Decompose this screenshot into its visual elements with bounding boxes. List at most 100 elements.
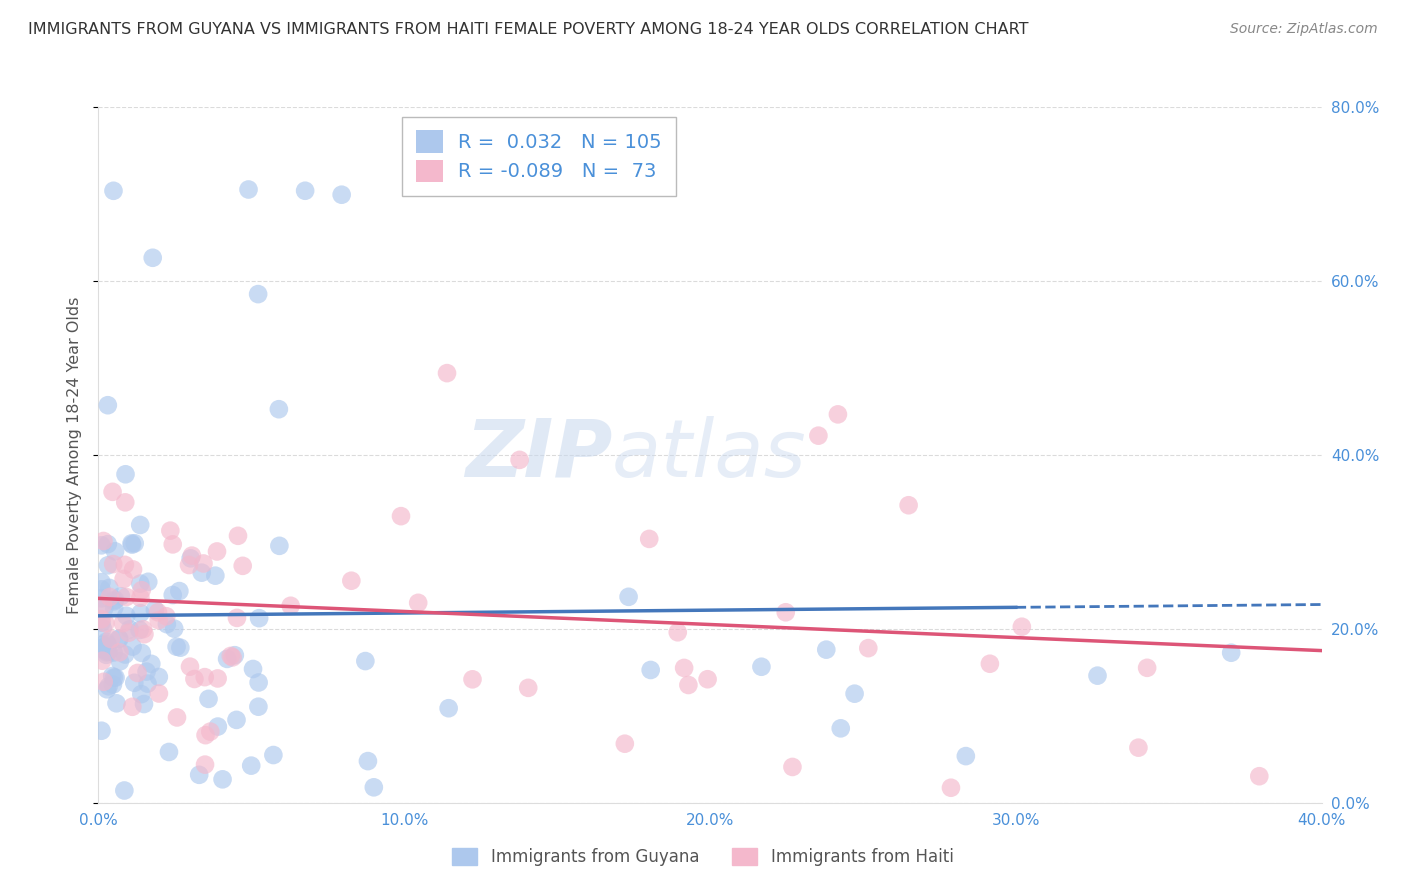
Point <box>107 632 129 646</box>
Point <box>269 539 291 553</box>
Point <box>262 747 284 762</box>
Point <box>90 615 112 630</box>
Point <box>121 699 143 714</box>
Point <box>363 780 385 795</box>
Point <box>180 551 202 566</box>
Point <box>148 613 170 627</box>
Point <box>135 665 157 679</box>
Point <box>97 537 120 551</box>
Point <box>939 780 962 795</box>
Point <box>97 398 120 412</box>
Point <box>221 650 243 665</box>
Point <box>207 672 229 686</box>
Point <box>90 612 112 626</box>
Point <box>115 608 138 623</box>
Point <box>103 600 125 615</box>
Point <box>177 558 200 572</box>
Point <box>127 665 149 680</box>
Point <box>197 691 219 706</box>
Point <box>105 696 128 710</box>
Point <box>267 402 290 417</box>
Point <box>97 679 120 693</box>
Point <box>108 654 131 668</box>
Point <box>114 467 136 482</box>
Point <box>194 670 217 684</box>
Point <box>131 687 153 701</box>
Point <box>104 592 127 607</box>
Point <box>134 627 156 641</box>
Point <box>156 617 179 632</box>
Point <box>226 529 249 543</box>
Point <box>509 453 531 467</box>
Point <box>830 722 852 736</box>
Text: atlas: atlas <box>612 416 807 494</box>
Point <box>112 572 135 586</box>
Point <box>169 640 191 655</box>
Point <box>132 622 155 636</box>
Point <box>205 544 228 558</box>
Point <box>103 645 125 659</box>
Point <box>121 538 143 552</box>
Point <box>96 648 118 662</box>
Point <box>148 670 170 684</box>
Point <box>354 654 377 668</box>
Point <box>141 657 163 671</box>
Point <box>124 675 146 690</box>
Point <box>115 590 138 604</box>
Point <box>97 638 120 652</box>
Text: Source: ZipAtlas.com: Source: ZipAtlas.com <box>1230 22 1378 37</box>
Point <box>111 616 134 631</box>
Text: IMMIGRANTS FROM GUYANA VS IMMIGRANTS FROM HAITI FEMALE POVERTY AMONG 18-24 YEAR : IMMIGRANTS FROM GUYANA VS IMMIGRANTS FRO… <box>28 22 1029 37</box>
Point <box>159 524 181 538</box>
Legend: Immigrants from Guyana, Immigrants from Haiti: Immigrants from Guyana, Immigrants from … <box>444 840 962 875</box>
Point <box>114 495 136 509</box>
Point <box>97 644 120 658</box>
Point <box>90 641 112 656</box>
Point <box>114 558 136 572</box>
Point <box>613 737 636 751</box>
Point <box>200 724 222 739</box>
Point <box>90 591 112 606</box>
Point <box>183 672 205 686</box>
Point <box>162 537 184 551</box>
Point <box>696 672 718 686</box>
Point <box>96 634 118 648</box>
Point <box>437 701 460 715</box>
Point <box>193 557 215 571</box>
Point <box>247 699 270 714</box>
Point <box>827 408 849 422</box>
Point <box>188 768 211 782</box>
Point <box>94 616 117 631</box>
Point <box>955 749 977 764</box>
Point <box>280 599 302 613</box>
Point <box>638 532 661 546</box>
Point <box>103 594 125 608</box>
Point <box>131 646 153 660</box>
Point <box>461 673 484 687</box>
Point <box>114 648 136 662</box>
Point <box>666 625 689 640</box>
Point <box>96 645 118 659</box>
Point <box>782 760 804 774</box>
Point <box>207 720 229 734</box>
Point <box>169 584 191 599</box>
Point <box>112 783 135 797</box>
Point <box>357 754 380 768</box>
Point <box>517 681 540 695</box>
Point <box>436 366 458 380</box>
Point <box>136 574 159 589</box>
Point <box>94 643 117 657</box>
Point <box>118 623 141 637</box>
Point <box>294 184 316 198</box>
Point <box>247 287 270 301</box>
Point <box>815 642 838 657</box>
Point <box>90 538 112 552</box>
Point <box>93 674 115 689</box>
Point <box>640 663 662 677</box>
Point <box>94 640 117 654</box>
Point <box>807 428 830 442</box>
Point <box>103 184 125 198</box>
Point <box>211 772 233 787</box>
Point <box>122 562 145 576</box>
Point <box>132 697 155 711</box>
